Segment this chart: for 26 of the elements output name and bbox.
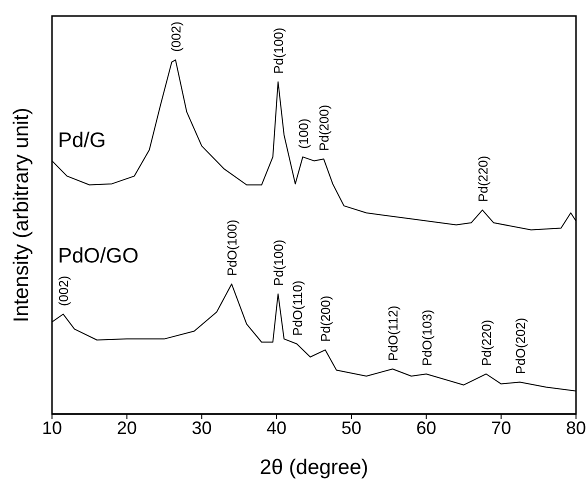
x-tick-label: 60 <box>416 418 436 438</box>
x-tick-label: 30 <box>192 418 212 438</box>
x-axis-title: 2θ (degree) <box>260 456 368 479</box>
x-tick-label: 20 <box>116 418 137 438</box>
annotation: (002) <box>56 276 72 306</box>
y-axis-title: Intensity (arbitrary unit) <box>10 108 33 322</box>
annotation: PdO(100) <box>224 220 240 276</box>
series-label: Pd/G <box>58 128 106 152</box>
annotation: PdO(202) <box>512 318 528 374</box>
annotation: Pd(100) <box>271 28 286 74</box>
annotation: Pd(220) <box>475 156 490 202</box>
x-tick-label: 50 <box>341 418 362 438</box>
annotation: PdO(103) <box>419 310 434 366</box>
annotation: Pd(100) <box>271 240 286 286</box>
annotation: PdO(110) <box>290 280 305 336</box>
annotation: Pd(200) <box>318 296 334 342</box>
annotation: (002) <box>168 22 184 52</box>
text: PdO/GO <box>58 244 139 268</box>
annotation: Pd(200) <box>316 104 332 152</box>
annotation: PdO(112) <box>386 306 401 362</box>
x-tick-label: 80 <box>566 418 586 438</box>
x-tick-label: 10 <box>42 418 62 438</box>
x-tick-label: 40 <box>266 418 287 438</box>
x-tick-label: 70 <box>491 418 512 438</box>
annotation: (100) <box>296 118 311 149</box>
annotation: Pd(220) <box>479 320 494 366</box>
